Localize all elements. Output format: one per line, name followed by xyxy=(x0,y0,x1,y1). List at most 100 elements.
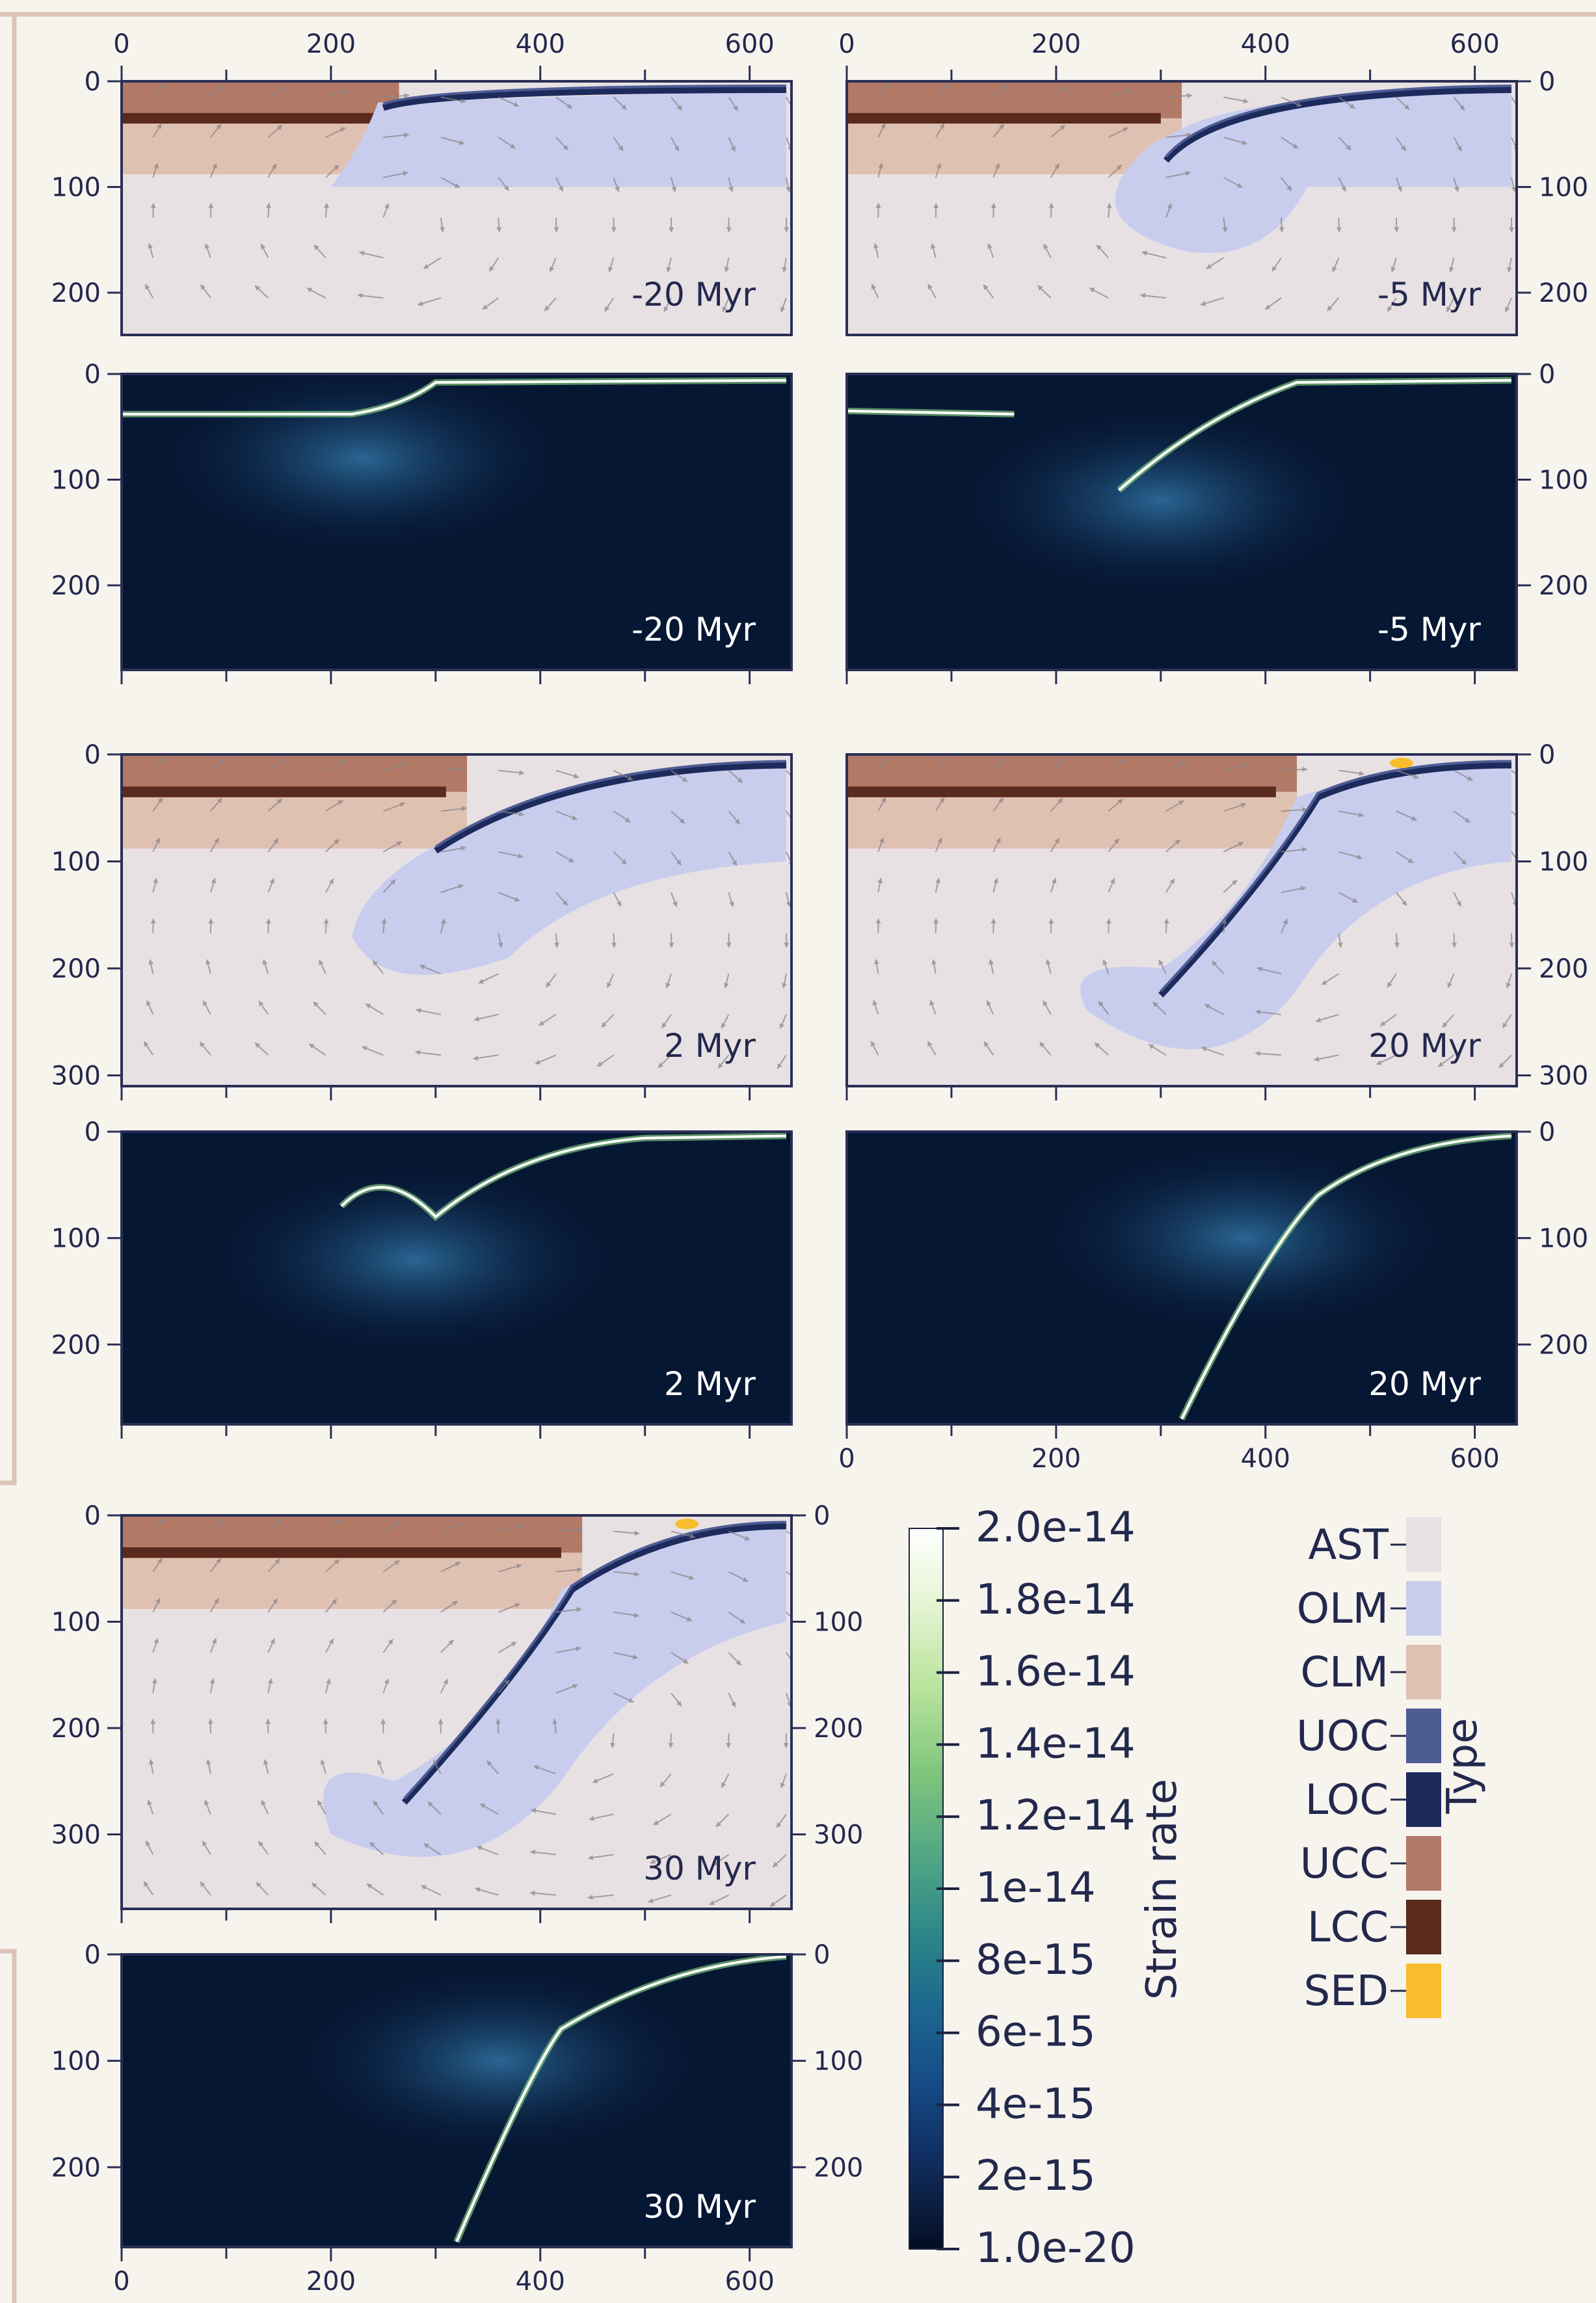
velocity-arrow xyxy=(1098,1000,1110,1015)
velocity-arrow xyxy=(206,1759,211,1774)
velocity-arrow xyxy=(256,1882,269,1896)
velocity-arrow xyxy=(1108,165,1123,178)
x-tick-label: 400 xyxy=(1241,29,1290,59)
velocity-arrow xyxy=(1255,1050,1281,1056)
velocity-arrow xyxy=(382,1560,400,1573)
velocity-arrow xyxy=(1321,973,1339,985)
velocity-arrow xyxy=(267,1598,278,1613)
velocity-arrow xyxy=(382,1678,390,1694)
velocity-arrow xyxy=(382,841,403,853)
velocity-arrow xyxy=(1511,810,1517,818)
velocity-arrow xyxy=(935,797,945,812)
velocity-arrow xyxy=(935,84,948,98)
velocity-arrow xyxy=(1376,1054,1397,1065)
legend-swatch xyxy=(1406,1964,1441,2018)
velocity-arrow xyxy=(613,810,631,823)
loc-layer xyxy=(382,87,786,111)
y-tick-label: 200 xyxy=(51,2153,101,2183)
loc-layer xyxy=(434,762,786,854)
velocity-arrow xyxy=(589,1813,614,1821)
colorbar-tick-label: 2e-15 xyxy=(976,2152,1096,2200)
velocity-arrow xyxy=(1442,1014,1455,1028)
velocity-arrow xyxy=(776,1813,787,1828)
velocity-arrow xyxy=(1094,1042,1110,1056)
legend-swatch xyxy=(1406,1709,1441,1763)
colorbar-tick-label: 1.2e-14 xyxy=(976,1792,1136,1840)
velocity-arrow xyxy=(265,202,271,218)
y-tick-label: 100 xyxy=(1539,466,1588,496)
velocity-arrow xyxy=(930,243,937,258)
x-tick-label: 200 xyxy=(1031,29,1081,59)
velocity-arrow xyxy=(423,257,442,269)
velocity-arrow xyxy=(440,806,467,812)
velocity-arrow xyxy=(204,243,211,258)
velocity-arrow xyxy=(649,1854,672,1864)
lcc-region xyxy=(847,786,1276,797)
time-label: 30 Myr xyxy=(643,2188,756,2226)
y-tick-label: 200 xyxy=(51,1714,101,1744)
velocity-arrow xyxy=(325,799,343,812)
panel-frame xyxy=(120,1130,793,1426)
velocity-arrow xyxy=(613,769,633,781)
velocity-arrow xyxy=(663,297,672,313)
velocity-arrow xyxy=(877,797,886,812)
velocity-arrow xyxy=(587,1894,614,1900)
velocity-arrow xyxy=(781,974,787,989)
x-tick-label: 400 xyxy=(1241,1444,1290,1474)
velocity-arrow xyxy=(728,810,741,825)
velocity-arrow xyxy=(1048,918,1054,933)
time-label: -5 Myr xyxy=(1377,276,1481,313)
velocity-arrow xyxy=(671,1611,693,1621)
colorbar-title: Strain rate xyxy=(1138,1779,1186,2000)
velocity-arrow xyxy=(728,1571,749,1582)
velocity-arrow xyxy=(661,1014,672,1029)
velocity-arrow xyxy=(440,918,446,933)
panel-frame xyxy=(120,80,793,336)
type-panel: 0 200 400 600 0 100 200 -20 Myr xyxy=(51,29,793,336)
velocity-arrow xyxy=(728,851,738,866)
velocity-arrow xyxy=(152,1638,159,1653)
velocity-arrow xyxy=(152,797,163,812)
velocity-arrow xyxy=(992,797,1004,812)
velocity-arrow xyxy=(325,839,339,853)
velocity-arrow xyxy=(1447,973,1455,989)
velocity-arrow xyxy=(1264,297,1282,310)
velocity-arrow xyxy=(421,1885,442,1896)
velocity-arrow xyxy=(325,1519,342,1532)
velocity-arrow xyxy=(381,918,387,933)
velocity-arrow xyxy=(613,851,627,865)
velocity-arrow xyxy=(552,1718,558,1734)
strain-band xyxy=(340,1134,786,1219)
velocity-arrow xyxy=(440,1639,454,1653)
velocity-arrow xyxy=(728,892,734,907)
velocity-arrow xyxy=(486,1760,499,1775)
time-label: 20 Myr xyxy=(1368,1027,1481,1065)
velocity-arrow xyxy=(267,1678,273,1694)
velocity-arrow xyxy=(1453,851,1467,865)
strain-panel: 0 100 200 -20 Myr xyxy=(51,360,793,684)
velocity-arrow xyxy=(671,1692,682,1707)
uoc-layer xyxy=(434,760,786,848)
y-tick-label: 0 xyxy=(85,67,101,97)
velocity-arrow xyxy=(209,1598,219,1613)
velocity-arrow xyxy=(1223,803,1247,812)
strain-rate-colorbar: 2.0e-14 1.8e-14 1.6e-14 1.4e-14 1.2e-14 1e-14… xyxy=(909,1504,1186,2272)
y-tick-label: 100 xyxy=(51,1608,101,1638)
ucc-region xyxy=(122,754,468,792)
velocity-arrow xyxy=(263,1759,269,1774)
velocity-arrow xyxy=(1106,202,1112,218)
velocity-arrow xyxy=(780,1773,787,1789)
velocity-arrow xyxy=(1336,217,1342,233)
velocity-arrow xyxy=(1211,960,1225,974)
velocity-arrow xyxy=(440,137,465,145)
velocity-arrow xyxy=(709,1894,729,1906)
y-tick-label: 200 xyxy=(51,954,101,984)
velocity-arrow xyxy=(498,1603,520,1613)
type-legend: Type AST OLM CLM UOC LOC UCC LCC SED xyxy=(1296,1517,1487,2018)
legend-label: AST xyxy=(1309,1521,1389,1569)
velocity-arrow xyxy=(671,769,688,782)
lcc-region xyxy=(122,113,379,124)
velocity-arrow xyxy=(267,758,286,771)
velocity-arrow xyxy=(204,1800,211,1815)
velocity-arrow xyxy=(325,1599,338,1613)
